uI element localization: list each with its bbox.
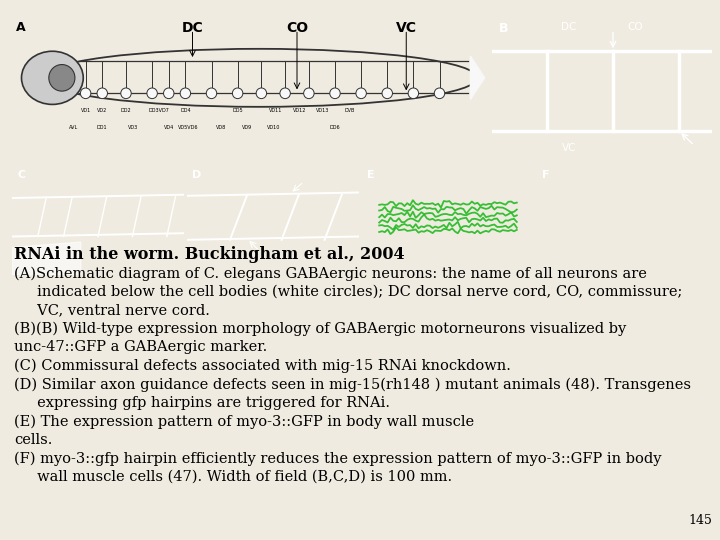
Text: DD3VD7: DD3VD7 [149, 108, 170, 113]
Text: CO: CO [627, 22, 643, 32]
Text: VC, ventral nerve cord.: VC, ventral nerve cord. [14, 303, 210, 317]
Text: DD2: DD2 [121, 108, 131, 113]
Circle shape [180, 88, 191, 99]
Text: F: F [542, 171, 550, 180]
Circle shape [356, 88, 366, 99]
Text: DD6: DD6 [330, 125, 341, 130]
Text: C: C [17, 171, 25, 180]
Text: unc-47::GFP a GABAergic marker.: unc-47::GFP a GABAergic marker. [14, 340, 267, 354]
Text: (D) Similar axon guidance defects seen in mig-15(rh148 ) mutant animals (48). Tr: (D) Similar axon guidance defects seen i… [14, 377, 691, 392]
Text: (F) myo-3::gfp hairpin efficiently reduces the expression pattern of myo-3::GFP : (F) myo-3::gfp hairpin efficiently reduc… [14, 451, 662, 465]
Text: VD9: VD9 [242, 125, 252, 130]
Circle shape [81, 88, 91, 99]
Text: RNAi in the worm. Buckingham et al., 2004: RNAi in the worm. Buckingham et al., 200… [14, 246, 405, 263]
Ellipse shape [49, 65, 75, 91]
Text: VD3: VD3 [128, 125, 138, 130]
Text: VD10: VD10 [266, 125, 280, 130]
Text: DC: DC [181, 21, 203, 35]
Circle shape [147, 88, 158, 99]
Circle shape [206, 88, 217, 99]
Circle shape [304, 88, 314, 99]
Circle shape [408, 88, 418, 99]
Text: DD1: DD1 [97, 125, 107, 130]
Circle shape [163, 88, 174, 99]
Text: VD12: VD12 [293, 108, 306, 113]
Text: AVL: AVL [69, 125, 78, 130]
Text: VD11: VD11 [269, 108, 282, 113]
Text: indicated below the cell bodies (white circles); DC dorsal nerve cord, CO, commi: indicated below the cell bodies (white c… [14, 285, 683, 299]
Text: DD4: DD4 [180, 108, 191, 113]
Text: VD4: VD4 [163, 125, 174, 130]
Circle shape [233, 88, 243, 99]
Text: (E) The expression pattern of myo-3::GFP in body wall muscle: (E) The expression pattern of myo-3::GFP… [14, 414, 474, 429]
Polygon shape [12, 242, 81, 275]
Text: (A)Schematic diagram of C. elegans GABAergic neurons: the name of all neurons ar: (A)Schematic diagram of C. elegans GABAe… [14, 266, 647, 281]
Circle shape [382, 88, 392, 99]
Text: (B)(B) Wild-type expression morphology of GABAergic motorneurons visualized by: (B)(B) Wild-type expression morphology o… [14, 322, 626, 336]
Text: 145: 145 [688, 514, 712, 527]
Text: VD5VD6: VD5VD6 [178, 125, 198, 130]
Text: VD1: VD1 [81, 108, 91, 113]
Text: VD8: VD8 [216, 125, 226, 130]
Text: DC: DC [562, 22, 577, 32]
Text: (C) Commissural defects associated with mig-15 RNAi knockdown.: (C) Commissural defects associated with … [14, 359, 511, 373]
Text: cells.: cells. [14, 433, 53, 447]
Circle shape [434, 88, 445, 99]
Circle shape [97, 88, 107, 99]
Polygon shape [470, 56, 485, 99]
Text: VD2: VD2 [97, 108, 107, 113]
Ellipse shape [22, 51, 84, 104]
Text: wall muscle cells (47). Width of field (B,C,D) is 100 mm.: wall muscle cells (47). Width of field (… [14, 470, 452, 484]
Circle shape [256, 88, 266, 99]
Text: A: A [16, 21, 25, 34]
Text: DVB: DVB [344, 108, 354, 113]
Text: D: D [192, 171, 202, 180]
Text: DD5: DD5 [233, 108, 243, 113]
Circle shape [280, 88, 290, 99]
Text: E: E [367, 171, 375, 180]
Text: VC: VC [396, 21, 417, 35]
Text: CO: CO [286, 21, 308, 35]
Text: expressing gfp hairpins are triggered for RNAi.: expressing gfp hairpins are triggered fo… [14, 396, 390, 410]
Circle shape [330, 88, 341, 99]
Text: VC: VC [562, 143, 577, 153]
Text: VD13: VD13 [316, 108, 330, 113]
Text: B: B [498, 22, 508, 35]
Circle shape [121, 88, 131, 99]
